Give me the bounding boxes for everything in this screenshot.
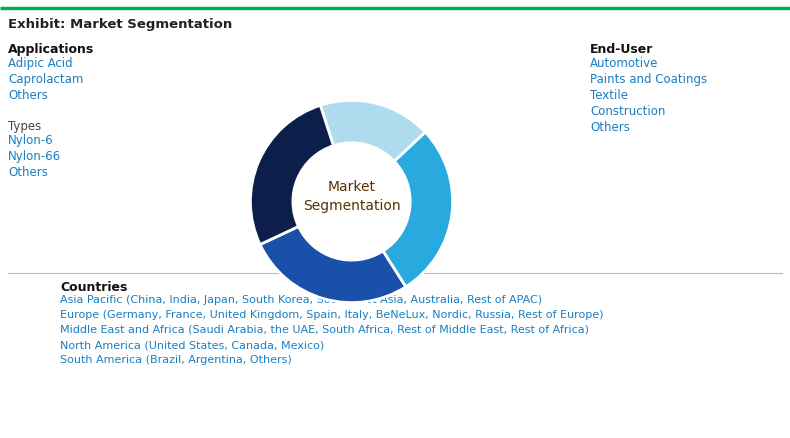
Text: Types: Types: [8, 120, 41, 133]
Text: Nylon-6: Nylon-6: [8, 134, 54, 147]
Text: Others: Others: [590, 121, 630, 134]
Wedge shape: [320, 100, 425, 161]
Text: Construction: Construction: [590, 105, 665, 118]
Text: Europe (Germany, France, United Kingdom, Spain, Italy, BeNeLux, Nordic, Russia, : Europe (Germany, France, United Kingdom,…: [60, 310, 604, 320]
Text: Automotive: Automotive: [590, 57, 658, 70]
Text: Textile: Textile: [590, 89, 628, 102]
Text: Applications: Applications: [8, 43, 94, 56]
Text: Middle East and Africa (Saudi Arabia, the UAE, South Africa, Rest of Middle East: Middle East and Africa (Saudi Arabia, th…: [60, 325, 589, 335]
Text: South America (Brazil, Argentina, Others): South America (Brazil, Argentina, Others…: [60, 355, 292, 365]
Wedge shape: [250, 105, 333, 244]
Text: End-User: End-User: [590, 43, 653, 56]
Text: Asia Pacific (China, India, Japan, South Korea, South East Asia, Australia, Rest: Asia Pacific (China, India, Japan, South…: [60, 295, 542, 305]
Text: Countries: Countries: [60, 281, 127, 294]
Wedge shape: [383, 132, 453, 287]
Text: North America (United States, Canada, Mexico): North America (United States, Canada, Me…: [60, 340, 324, 350]
Text: Caprolactam: Caprolactam: [8, 73, 84, 86]
Text: Paints and Coatings: Paints and Coatings: [590, 73, 707, 86]
Text: Others: Others: [8, 166, 48, 179]
Text: Others: Others: [8, 89, 48, 102]
Text: Nylon-66: Nylon-66: [8, 150, 61, 163]
Text: Exhibit: Market Segmentation: Exhibit: Market Segmentation: [8, 18, 232, 31]
Wedge shape: [260, 226, 406, 303]
Text: Market
Segmentation: Market Segmentation: [303, 180, 401, 212]
Text: Adipic Acid: Adipic Acid: [8, 57, 73, 70]
